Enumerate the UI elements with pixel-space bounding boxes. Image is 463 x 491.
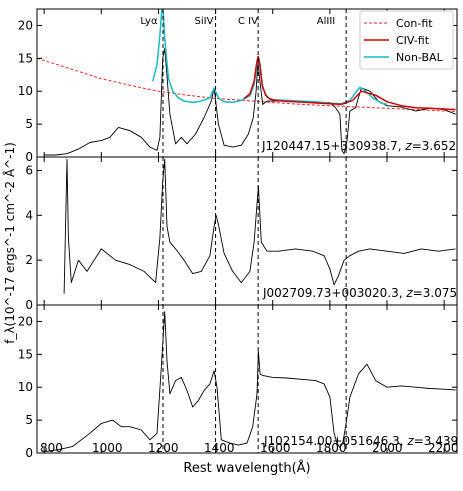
- series-civ-fit: [243, 55, 456, 111]
- y-tick-label: 5: [25, 117, 33, 131]
- panel-2-plot: [44, 311, 456, 453]
- y-tick-label: 20: [18, 18, 33, 32]
- y-tick-label: 0: [25, 298, 33, 312]
- line-label-aliii: AlIII: [317, 16, 335, 27]
- y-tick-label: 15: [18, 51, 33, 65]
- x-tick-label-2200: 2200: [428, 441, 459, 455]
- y-tick-label: 2: [25, 253, 33, 267]
- series-spectrum: [63, 158, 456, 294]
- x-tick-label-1000: 1000: [92, 441, 123, 455]
- x-tick-label-1400: 1400: [204, 441, 235, 455]
- y-tick-label: 20: [18, 314, 33, 328]
- panel-top-name: J120447.15+330938.7, z=3.652: [261, 139, 456, 153]
- series-spectrum: [44, 311, 456, 453]
- panel-2-frame: [36, 304, 458, 454]
- y-axis-label: f_λ(10^-17 ergs^-1 cm^-2 Å^-1): [2, 142, 17, 344]
- legend-label-con-fit: Con-fit: [396, 17, 433, 30]
- series-spectrum: [44, 48, 456, 156]
- series-non-bal: [151, 9, 388, 106]
- y-tick-label: 10: [18, 380, 33, 394]
- panel-top: 0 5 10 15 20: [18, 8, 458, 164]
- x-tick-label-800: 800: [40, 441, 63, 455]
- legend-box: [359, 10, 454, 70]
- y-tick-label: 10: [18, 84, 33, 98]
- line-label-lya: Lyα: [140, 16, 158, 27]
- x-axis-label: Rest wavelength(Å): [183, 460, 310, 476]
- x-tick-label-1600: 1600: [260, 441, 291, 455]
- panel-bottom: 0 5 10 15 20: [18, 304, 458, 460]
- y-tick-label: 4: [25, 208, 33, 222]
- panel-middle-name: J002709.73+003020.3, z=3.075: [262, 286, 457, 300]
- legend-label-civ-fit: CIV-fit: [396, 34, 430, 47]
- x-tick-label-1800: 1800: [316, 441, 347, 455]
- legend-label-non-bal: Non-BAL: [396, 51, 444, 64]
- y-tick-label: 6: [25, 163, 33, 177]
- x-tick-label-2000: 2000: [372, 441, 403, 455]
- legend: Con-fit CIV-fit Non-BAL: [359, 10, 454, 70]
- panel-1-plot: [63, 158, 456, 294]
- line-label-siiv: SiIV: [195, 16, 214, 27]
- y-tick-label: 5: [25, 413, 33, 427]
- y-tick-label: 0: [25, 150, 33, 164]
- x-tick-label-1200: 1200: [148, 441, 179, 455]
- panel-bottom-name: J102154.00+051646.3, z=3.439: [263, 434, 458, 448]
- panel-middle: 0 2 4 6: [25, 156, 458, 312]
- y-tick-label: 0: [25, 446, 33, 460]
- y-tick-label: 15: [18, 347, 33, 361]
- panel-1-frame: [36, 156, 458, 306]
- line-label-civ: C IV: [238, 16, 258, 27]
